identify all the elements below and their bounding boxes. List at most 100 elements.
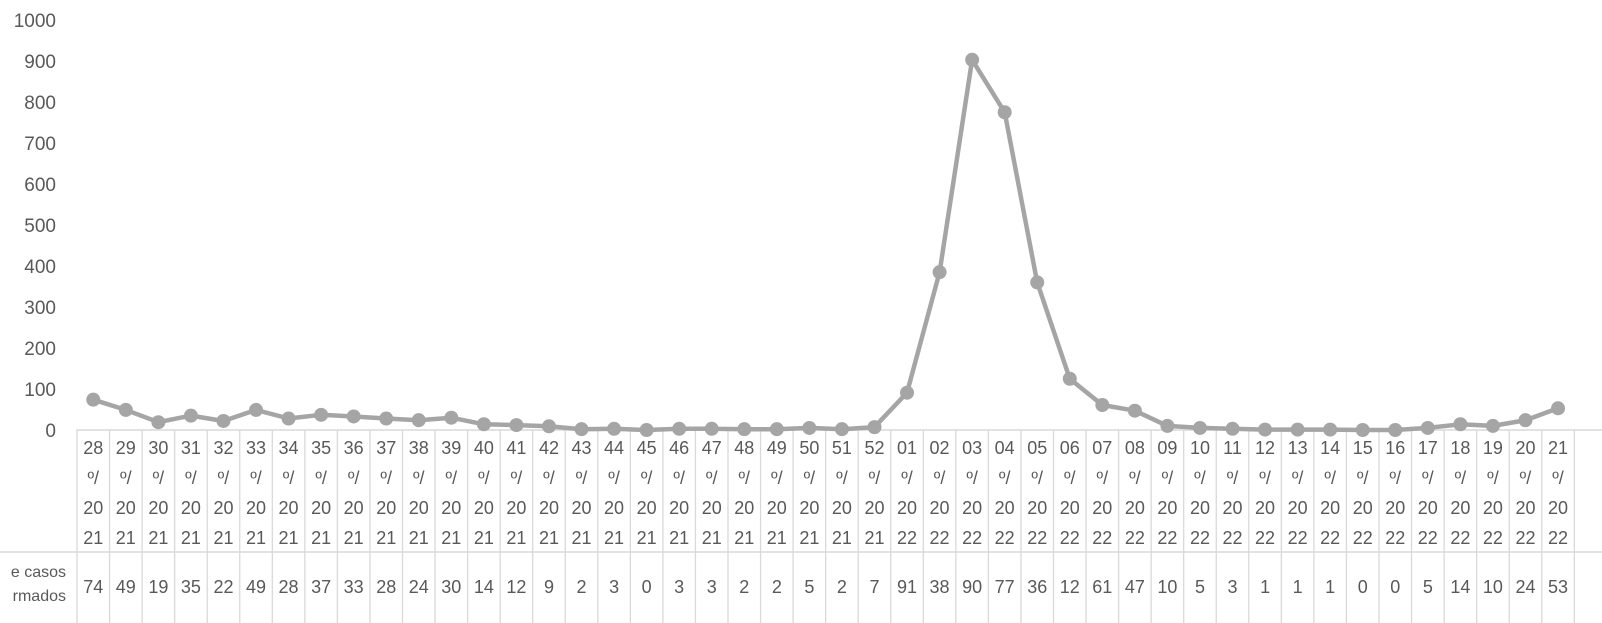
data-point — [1192, 420, 1207, 435]
x-category-label: 52 º/20 21 — [864, 438, 884, 548]
x-category-label: 28 º/20 21 — [83, 438, 103, 548]
table-value: 12 — [1060, 577, 1080, 597]
table-value: 3 — [707, 577, 717, 597]
x-category-label: 20 º/20 22 — [1515, 438, 1535, 548]
table-value: 33 — [344, 577, 364, 597]
y-tick-label: 100 — [24, 380, 56, 401]
data-point — [1030, 275, 1045, 290]
data-point — [216, 413, 231, 428]
table-value: 30 — [441, 577, 461, 597]
data-point — [541, 419, 556, 434]
data-table: 28 º/20 21 29 º/20 21 30 º/20 21 31 º/20 21 32 º/20 21… — [0, 429, 1602, 623]
data-point — [183, 408, 198, 423]
y-axis: 0 100 200 300 400 500 600 700 800 900 1000 — [14, 11, 56, 442]
x-category-label: 32 º/20 21 — [213, 438, 233, 548]
data-point — [249, 402, 264, 417]
x-category-label: 29 º/20 21 — [116, 438, 136, 548]
data-point — [834, 422, 849, 437]
table-value: 24 — [1515, 577, 1535, 597]
x-category-label: 35 º/20 21 — [311, 438, 331, 548]
data-point — [476, 417, 491, 432]
table-value: 22 — [213, 577, 233, 597]
table-value: 9 — [544, 577, 554, 597]
x-category-label: 38 º/20 21 — [409, 438, 429, 548]
x-category-label: 31 º/20 21 — [181, 438, 201, 548]
table-value: 0 — [1390, 577, 1400, 597]
table-value: 5 — [804, 577, 814, 597]
table-value: 5 — [1195, 577, 1205, 597]
data-point — [639, 423, 654, 437]
data-point — [1062, 371, 1077, 386]
x-category-label: 42 º/20 21 — [539, 438, 559, 548]
data-point — [672, 421, 687, 436]
x-category-label: 44 º/20 21 — [604, 438, 624, 548]
data-point — [346, 409, 361, 424]
table-value: 2 — [577, 577, 587, 597]
x-category-label: 48 º/20 21 — [734, 438, 754, 548]
y-tick-label: 300 — [24, 298, 56, 319]
table-value: 74 — [83, 577, 103, 597]
table-value: 28 — [376, 577, 396, 597]
x-category-label: 50 º/20 21 — [799, 438, 819, 548]
table-value: 3 — [674, 577, 684, 597]
table-value: 7 — [869, 577, 879, 597]
table-row-label: e casos rmados — [11, 564, 66, 605]
data-point — [737, 422, 752, 437]
x-category-label: 49 º/20 21 — [767, 438, 787, 548]
table-value: 38 — [930, 577, 950, 597]
x-category-label: 47 º/20 21 — [702, 438, 722, 548]
table-value: 12 — [506, 577, 526, 597]
data-point — [86, 392, 101, 407]
table-value: 14 — [1450, 577, 1470, 597]
x-category-label: 16 º/20 22 — [1385, 438, 1405, 548]
data-point — [1355, 423, 1370, 437]
table-value: 61 — [1092, 577, 1112, 597]
data-point — [411, 413, 426, 428]
table-value: 2 — [739, 577, 749, 597]
x-category-label: 33 º/20 21 — [246, 438, 266, 548]
data-point — [607, 421, 622, 436]
data-point — [1225, 421, 1240, 436]
data-point — [802, 420, 817, 435]
data-point — [965, 52, 980, 67]
x-category-label: 15 º/20 22 — [1353, 438, 1373, 548]
data-point — [1290, 422, 1305, 437]
y-tick-label: 900 — [24, 52, 56, 73]
data-point — [314, 407, 329, 422]
data-point — [769, 422, 784, 437]
x-category-label: 11 º/20 22 — [1223, 438, 1243, 548]
table-value: 1 — [1293, 577, 1303, 597]
table-value: 19 — [148, 577, 168, 597]
data-point — [509, 418, 524, 433]
x-category-label: 30 º/20 21 — [148, 438, 168, 548]
data-point — [1485, 418, 1500, 433]
data-point — [1518, 413, 1533, 428]
data-point — [704, 421, 719, 436]
x-category-label: 36 º/20 21 — [344, 438, 364, 548]
x-category-label: 46 º/20 21 — [669, 438, 689, 548]
table-value: 1 — [1325, 577, 1335, 597]
x-category-label: 14 º/20 22 — [1320, 438, 1340, 548]
y-tick-label: 800 — [24, 93, 56, 114]
x-category-label: 04 º/20 22 — [995, 438, 1015, 548]
table-value: 14 — [474, 577, 494, 597]
data-point — [1095, 397, 1110, 412]
data-point — [379, 411, 394, 426]
x-category-label: 51 º/20 21 — [832, 438, 852, 548]
data-point — [1551, 401, 1566, 416]
x-category-label: 19 º/20 22 — [1483, 438, 1503, 548]
data-point — [444, 410, 459, 425]
table-value: 37 — [311, 577, 331, 597]
y-tick-label: 500 — [24, 216, 56, 237]
data-point — [281, 411, 296, 426]
x-category-label: 43 º/20 21 — [572, 438, 592, 548]
x-category-label: 21 º/20 22 — [1548, 438, 1568, 548]
table-value: 36 — [1027, 577, 1047, 597]
data-point — [574, 422, 589, 437]
data-point — [1258, 422, 1273, 437]
y-tick-label: 0 — [45, 421, 56, 442]
series-line-group — [86, 52, 1566, 437]
x-category-label: 01 º/20 22 — [897, 438, 917, 548]
table-value: 90 — [962, 577, 982, 597]
